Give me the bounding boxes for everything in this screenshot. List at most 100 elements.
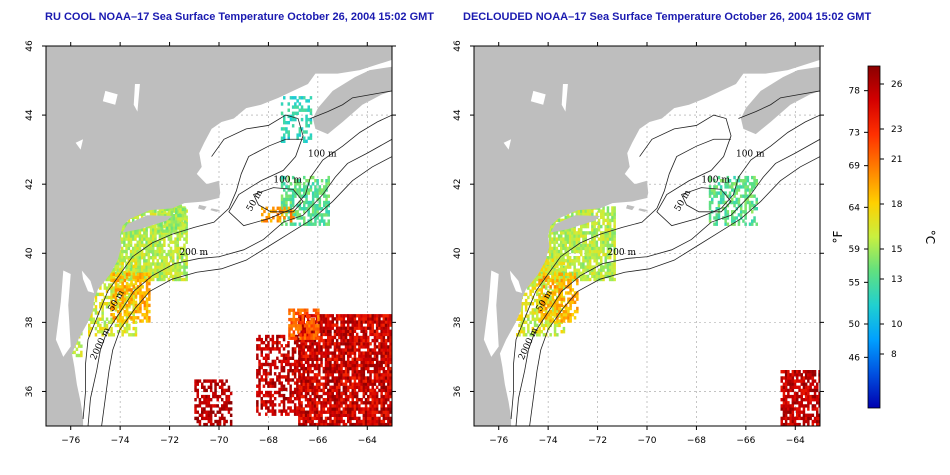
- lat-tick-label: 46: [25, 40, 35, 52]
- sst-pixel: [333, 317, 337, 321]
- sst-pixel: [586, 265, 590, 269]
- sst-pixel: [367, 413, 370, 417]
- sst-pixel: [358, 317, 361, 321]
- sst-pixel: [176, 271, 179, 275]
- sst-pixel: [600, 271, 603, 275]
- sst-pixel: [602, 249, 605, 254]
- sst-pixel: [296, 210, 299, 214]
- sst-pixel: [170, 223, 174, 227]
- sst-pixel: [212, 394, 215, 399]
- sst-pixel: [196, 410, 199, 414]
- lon-tick-label: −70: [210, 436, 229, 446]
- sst-pixel: [389, 388, 392, 393]
- sst-pixel: [340, 317, 343, 321]
- sst-pixel: [378, 326, 381, 330]
- sst-pixel: [344, 342, 348, 346]
- sst-pixel: [256, 409, 259, 413]
- sst-pixel: [141, 300, 144, 304]
- sst-pixel: [306, 308, 309, 312]
- sst-pixel: [168, 217, 171, 221]
- sst-pixel: [584, 265, 587, 269]
- sst-pixel: [154, 249, 157, 254]
- sst-pixel: [287, 175, 290, 180]
- sst-pixel: [531, 302, 535, 306]
- sst-pixel: [88, 333, 91, 337]
- sst-pixel: [293, 397, 297, 401]
- sst-pixel: [577, 268, 581, 272]
- sst-pixel: [294, 105, 297, 109]
- sst-pixel: [315, 320, 319, 324]
- sst-pixel: [375, 379, 379, 383]
- sst-pixel: [260, 397, 263, 401]
- sst-pixel: [311, 175, 315, 180]
- sst-pixel: [329, 363, 332, 368]
- sst-pixel: [382, 329, 386, 333]
- sst-pixel: [300, 216, 304, 220]
- sst-pixel: [389, 348, 392, 352]
- sst-pixel: [340, 394, 343, 399]
- sst-pixel: [373, 357, 377, 361]
- sst-pixel: [562, 275, 566, 280]
- sst-pixel: [560, 278, 563, 283]
- sst-pixel: [367, 323, 370, 327]
- sst-pixel: [611, 209, 614, 213]
- sst-pixel: [316, 191, 319, 195]
- sst-pixel: [227, 394, 231, 399]
- sst-pixel: [314, 216, 317, 220]
- sst-pixel: [364, 398, 368, 402]
- sst-pixel: [261, 206, 264, 210]
- sst-pixel: [351, 326, 354, 330]
- sst-pixel: [271, 334, 275, 339]
- sst-pixel: [344, 360, 348, 365]
- sst-pixel: [724, 191, 727, 195]
- sst-pixel: [309, 117, 313, 122]
- sst-pixel: [194, 398, 197, 402]
- sst-pixel: [593, 259, 596, 263]
- sst-pixel: [329, 338, 332, 343]
- sst-pixel: [130, 300, 133, 304]
- sst-pixel: [715, 213, 718, 217]
- sst-pixel: [313, 357, 317, 361]
- sst-pixel: [367, 326, 370, 330]
- sst-pixel: [120, 268, 124, 272]
- sst-pixel: [340, 382, 343, 386]
- sst-pixel: [551, 240, 554, 244]
- sst-pixel: [329, 332, 332, 337]
- sst-pixel: [717, 182, 721, 186]
- sst-pixel: [130, 270, 133, 275]
- sst-pixel: [389, 320, 392, 324]
- sst-pixel: [118, 256, 122, 260]
- sst-pixel: [347, 314, 350, 318]
- sst-pixel: [713, 194, 716, 198]
- sst-pixel: [169, 231, 173, 235]
- sst-pixel: [309, 348, 312, 352]
- sst-pixel: [116, 317, 120, 321]
- sst-pixel: [577, 228, 581, 232]
- sst-pixel: [351, 342, 354, 346]
- sst-pixel: [141, 278, 144, 283]
- sst-pixel: [536, 314, 539, 318]
- sst-pixel: [75, 347, 79, 351]
- sst-pixel: [273, 372, 277, 376]
- sst-pixel: [371, 422, 374, 426]
- sst-pixel: [548, 228, 552, 232]
- sst-pixel: [536, 277, 539, 281]
- sst-pixel: [258, 390, 261, 395]
- sst-pixel: [591, 240, 594, 244]
- sst-pixel: [125, 275, 129, 280]
- sst-pixel: [384, 345, 388, 349]
- sst-pixel: [315, 348, 319, 352]
- sst-pixel: [307, 338, 310, 343]
- sst-pixel: [584, 209, 587, 213]
- sst-pixel: [298, 353, 301, 357]
- sst-pixel: [324, 351, 328, 355]
- sst-pixel: [355, 407, 359, 411]
- sst-pixel: [591, 265, 594, 269]
- sst-pixel: [273, 381, 277, 385]
- sst-pixel: [172, 277, 175, 282]
- sst-pixel: [311, 422, 314, 426]
- sst-pixel: [602, 206, 605, 210]
- sst-pixel: [347, 379, 350, 383]
- sst-pixel: [378, 351, 381, 355]
- sst-pixel: [327, 416, 330, 421]
